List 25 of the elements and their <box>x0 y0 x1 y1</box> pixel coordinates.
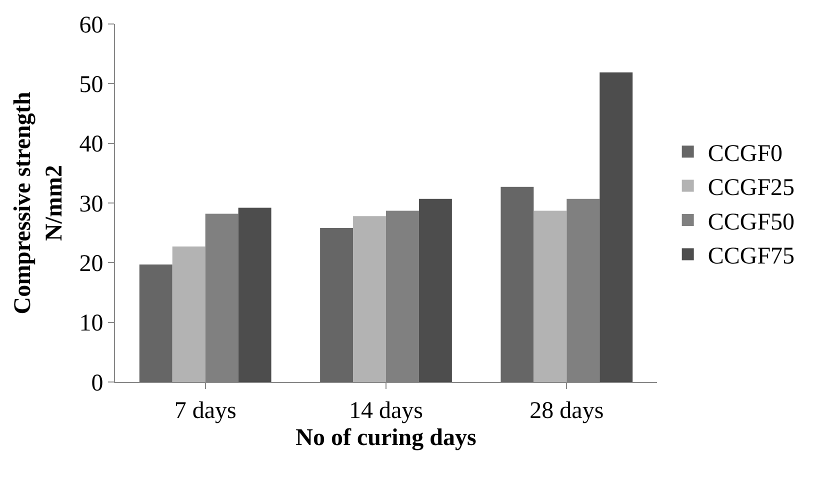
legend-label: CCGF75 <box>708 244 795 270</box>
x-axis-title: No of curing days <box>296 425 476 452</box>
x-tick-label: 7 days <box>174 398 236 424</box>
y-tick-label: 60 <box>79 12 104 38</box>
y-tick-label: 30 <box>79 191 104 218</box>
bar <box>139 264 172 382</box>
x-tick-label: 14 days <box>349 398 423 424</box>
bar <box>500 186 534 382</box>
bar <box>418 198 452 382</box>
bar <box>534 210 567 382</box>
y-tick-label: 50 <box>79 72 104 98</box>
legend-label: CCGF25 <box>708 175 795 202</box>
y-axis-title: Compressive strength N/mm2 <box>10 92 68 314</box>
y-tick-label: 20 <box>79 251 104 278</box>
y-tick-label: 0 <box>91 370 104 396</box>
bar <box>600 72 633 382</box>
x-tick-label: 28 days <box>530 398 604 424</box>
legend-label: CCGF50 <box>708 209 795 236</box>
y-tick-label: 10 <box>79 310 104 337</box>
legend-label: CCGF0 <box>708 140 783 167</box>
bar <box>353 216 386 382</box>
bar <box>172 246 206 382</box>
bar <box>238 208 272 382</box>
bar <box>320 228 354 382</box>
y-tick-label: 40 <box>79 132 104 158</box>
